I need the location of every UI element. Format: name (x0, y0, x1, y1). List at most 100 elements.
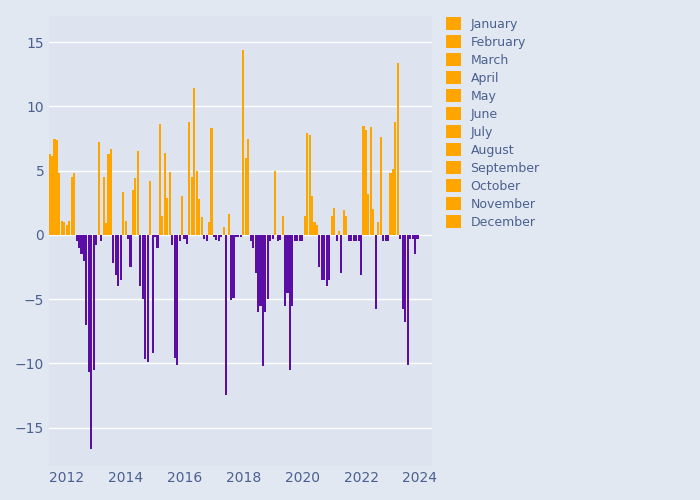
Bar (174, 235, 176, 358)
Bar (125, 220, 127, 235)
Bar (172, 235, 174, 245)
Bar (100, 235, 102, 242)
Bar (132, 190, 134, 235)
Bar (355, 235, 357, 242)
Bar (102, 177, 104, 235)
Bar (97, 142, 99, 235)
Bar (169, 172, 171, 235)
Bar (38, 46, 41, 235)
Bar (120, 235, 122, 280)
Bar (363, 126, 365, 235)
Bar (384, 235, 386, 242)
Bar (110, 149, 112, 235)
Bar (41, 110, 43, 235)
Bar (78, 235, 80, 248)
Bar (358, 235, 360, 242)
Bar (228, 214, 230, 235)
Bar (211, 128, 213, 235)
Bar (414, 235, 416, 254)
Bar (309, 134, 311, 235)
Bar (66, 224, 68, 235)
Bar (407, 235, 409, 364)
Bar (274, 170, 277, 235)
Bar (276, 235, 279, 242)
Bar (416, 235, 419, 238)
Bar (117, 235, 119, 286)
Bar (43, 130, 46, 235)
Bar (348, 235, 350, 242)
Bar (412, 235, 414, 238)
Bar (139, 235, 141, 286)
Bar (257, 235, 259, 312)
Bar (409, 235, 411, 238)
Bar (372, 209, 375, 235)
Bar (250, 235, 252, 242)
Bar (252, 235, 254, 248)
Bar (296, 235, 298, 242)
Bar (281, 216, 284, 235)
Bar (223, 227, 225, 235)
Bar (68, 220, 70, 235)
Bar (159, 124, 161, 235)
Bar (203, 235, 205, 238)
Bar (301, 235, 303, 242)
Bar (127, 235, 129, 238)
Bar (321, 235, 323, 280)
Bar (323, 235, 326, 280)
Bar (306, 134, 308, 235)
Bar (237, 235, 239, 238)
Bar (225, 235, 228, 396)
Bar (208, 222, 210, 235)
Bar (136, 152, 139, 235)
Bar (311, 196, 313, 235)
Bar (333, 208, 335, 235)
Bar (152, 235, 153, 353)
Bar (245, 158, 247, 235)
Bar (402, 235, 404, 310)
Bar (397, 62, 399, 235)
Bar (318, 235, 321, 267)
Bar (53, 138, 55, 235)
Bar (80, 235, 83, 254)
Bar (247, 138, 249, 235)
Bar (186, 235, 188, 244)
Bar (235, 235, 237, 238)
Bar (242, 50, 244, 235)
Bar (183, 235, 186, 238)
Bar (122, 192, 124, 235)
Bar (370, 127, 372, 235)
Bar (61, 220, 63, 235)
Bar (394, 122, 396, 235)
Bar (360, 235, 362, 275)
Bar (73, 173, 75, 235)
Bar (340, 235, 342, 274)
Bar (353, 235, 355, 242)
Bar (90, 235, 92, 450)
Bar (368, 194, 370, 235)
Bar (206, 235, 208, 242)
Bar (191, 177, 193, 235)
Bar (188, 122, 190, 235)
Bar (404, 235, 406, 322)
Bar (63, 222, 65, 235)
Bar (240, 235, 242, 238)
Bar (299, 235, 301, 242)
Bar (181, 196, 183, 235)
Bar (85, 235, 88, 325)
Bar (379, 137, 382, 235)
Bar (230, 235, 232, 300)
Bar (147, 235, 148, 362)
Bar (387, 235, 389, 242)
Bar (71, 177, 73, 235)
Bar (157, 235, 159, 248)
Bar (193, 88, 195, 235)
Bar (36, 116, 38, 235)
Bar (262, 235, 264, 366)
Bar (294, 235, 296, 242)
Bar (105, 224, 107, 235)
Bar (316, 224, 318, 235)
Bar (196, 170, 198, 235)
Bar (399, 235, 401, 238)
Bar (164, 152, 166, 235)
Bar (201, 217, 203, 235)
